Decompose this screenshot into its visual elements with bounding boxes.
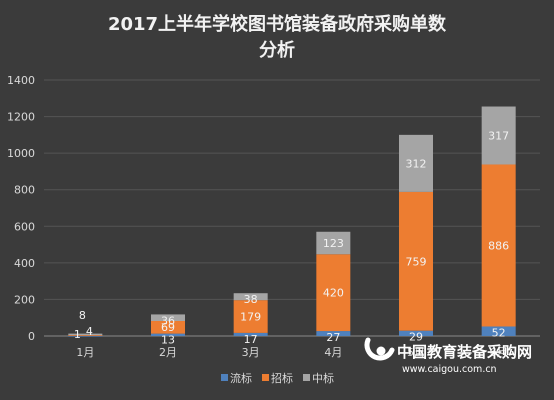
bar-segment bbox=[68, 333, 103, 336]
data-label: 27 bbox=[326, 331, 340, 344]
data-label: 759 bbox=[406, 255, 427, 268]
bar-segment bbox=[399, 134, 433, 192]
chart-title-line2: 分析 bbox=[259, 39, 295, 61]
data-label: 1 bbox=[74, 328, 81, 341]
chart-title-line1: 2017上半年学校图书馆装备政府采购单数 bbox=[108, 13, 447, 35]
legend-label: 流标 bbox=[230, 371, 252, 385]
bar-segment bbox=[151, 314, 185, 322]
data-label: 4 bbox=[86, 325, 93, 338]
x-tick-label: 2月 bbox=[159, 346, 177, 359]
watermark-url: www.caigou.com.cn bbox=[402, 364, 497, 375]
data-label: 13 bbox=[161, 334, 175, 347]
data-label: 8 bbox=[79, 309, 86, 322]
x-tick-label: 4月 bbox=[324, 346, 342, 359]
bar-segment bbox=[233, 332, 268, 336]
y-tick-label: 600 bbox=[14, 220, 35, 233]
y-tick-label: 1400 bbox=[7, 74, 35, 87]
legend-swatch bbox=[221, 374, 228, 381]
watermark-name: 中国教育装备采购网 bbox=[397, 343, 532, 361]
bar-segment bbox=[233, 293, 268, 301]
y-tick-label: 1000 bbox=[7, 147, 35, 160]
y-tick-label: 800 bbox=[14, 184, 35, 197]
x-tick-label: 5月 bbox=[407, 346, 425, 359]
data-label: 52 bbox=[492, 326, 506, 339]
legend: 流标 招标 中标 bbox=[221, 371, 334, 385]
bar-segment bbox=[68, 335, 103, 336]
y-tick-label: 400 bbox=[14, 257, 35, 270]
y-tick-label: 0 bbox=[28, 330, 35, 343]
data-label: 312 bbox=[406, 157, 427, 170]
bars bbox=[68, 106, 516, 337]
y-tick-label: 1200 bbox=[7, 111, 35, 124]
bar-segment bbox=[481, 164, 516, 327]
x-axis: 1月 2月 3月 4月 5月 6月 bbox=[76, 346, 507, 359]
bar-segment bbox=[316, 254, 351, 332]
data-label: 420 bbox=[323, 287, 344, 300]
legend-swatch bbox=[303, 374, 310, 381]
data-label: 886 bbox=[488, 239, 509, 252]
data-label: 179 bbox=[240, 311, 261, 324]
gridlines bbox=[44, 79, 540, 337]
watermark-logo-icon bbox=[364, 337, 395, 361]
watermark: 中国教育装备采购网 www.caigou.com.cn bbox=[364, 337, 532, 375]
legend-label: 招标 bbox=[271, 371, 293, 385]
data-label: 36 bbox=[161, 314, 175, 327]
data-label: 69 bbox=[161, 321, 175, 334]
bar-segment bbox=[399, 330, 433, 336]
data-label: 29 bbox=[409, 331, 423, 344]
data-label: 38 bbox=[244, 293, 258, 306]
legend-label: 中标 bbox=[312, 371, 334, 385]
bar-segment bbox=[399, 191, 433, 331]
bar-segment bbox=[481, 106, 516, 165]
data-label: 123 bbox=[323, 237, 344, 250]
x-tick-label: 6月 bbox=[490, 346, 508, 359]
bar-segment bbox=[151, 321, 185, 334]
x-tick-label: 3月 bbox=[242, 346, 260, 359]
y-tick-label: 200 bbox=[14, 293, 35, 306]
data-label: 17 bbox=[244, 333, 258, 346]
bar-segment bbox=[151, 333, 185, 336]
x-tick-label: 1月 bbox=[76, 346, 94, 359]
bar-segment bbox=[316, 331, 351, 336]
bar-segment bbox=[68, 335, 103, 337]
bar-segment bbox=[481, 326, 516, 336]
bar-segment bbox=[316, 231, 351, 255]
data-label: 317 bbox=[488, 129, 509, 142]
y-axis: 0 200 400 600 800 1000 1200 1400 bbox=[7, 74, 35, 343]
bar-segment bbox=[233, 300, 268, 333]
legend-swatch bbox=[262, 374, 269, 381]
